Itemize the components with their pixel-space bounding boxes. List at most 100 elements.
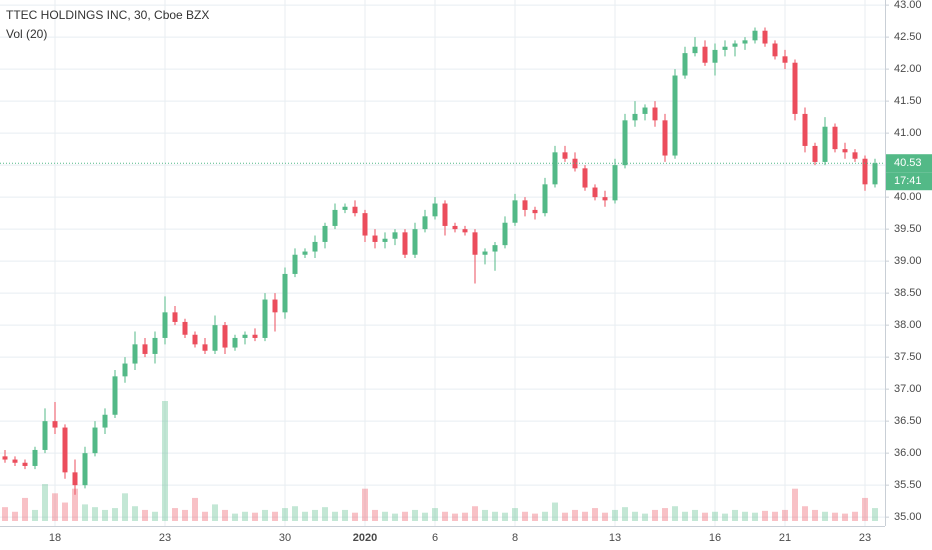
candle-body xyxy=(862,158,868,185)
candle-body xyxy=(322,225,328,242)
candle-body xyxy=(632,113,638,121)
candle-body xyxy=(762,30,768,44)
candle-body xyxy=(352,206,358,214)
volume-bar xyxy=(642,513,648,521)
candle-body xyxy=(342,206,348,210)
volume-bar xyxy=(282,508,288,521)
volume-bar xyxy=(112,508,118,521)
candle-body xyxy=(262,299,268,338)
candle-body xyxy=(42,421,48,450)
y-tick-label: 40.00 xyxy=(894,191,922,203)
volume-bar xyxy=(342,509,348,521)
volume-bar xyxy=(762,510,768,521)
y-tick-label: 36.50 xyxy=(894,415,922,427)
volume-bar xyxy=(122,493,128,521)
volume-bar xyxy=(132,506,138,521)
candle-body xyxy=(492,245,498,252)
candle-body xyxy=(52,421,58,428)
candle-body xyxy=(612,165,618,201)
volume-bar xyxy=(12,511,18,521)
candle-body xyxy=(312,241,318,252)
candle-body xyxy=(382,238,388,242)
candle-body xyxy=(602,197,608,201)
x-tick-label: 30 xyxy=(279,532,291,544)
volume-bar xyxy=(272,511,278,521)
y-tick-label: 43.00 xyxy=(894,0,922,11)
volume-bar xyxy=(512,508,518,521)
volume-bar xyxy=(192,497,198,521)
candle-body xyxy=(802,113,808,146)
volume-bar xyxy=(162,401,168,521)
y-tick-label: 37.50 xyxy=(894,351,922,363)
volume-bar xyxy=(242,511,248,521)
candle-body xyxy=(652,107,658,121)
candle-body xyxy=(72,472,78,486)
volume-bar xyxy=(202,511,208,521)
y-tick-label: 41.50 xyxy=(894,95,922,107)
volume-bar xyxy=(472,506,478,521)
last-price-box xyxy=(886,154,932,173)
candle-body xyxy=(172,312,178,322)
volume-bar xyxy=(772,511,778,521)
candle-body xyxy=(232,337,238,348)
volume-bar xyxy=(802,506,808,521)
y-tick-label: 41.00 xyxy=(894,127,922,139)
candle-body xyxy=(742,40,748,44)
volume-bar xyxy=(672,506,678,521)
y-tick-label: 38.00 xyxy=(894,319,922,331)
volume-bar xyxy=(72,488,78,521)
volume-bar xyxy=(852,511,858,521)
candle-body xyxy=(132,344,138,364)
candle-body xyxy=(332,209,338,226)
volume-bar xyxy=(212,504,218,521)
chart-title: TTEC HOLDINGS INC, 30, Cboe BZX xyxy=(6,8,209,22)
candle-body xyxy=(732,43,738,47)
volume-bar xyxy=(222,509,228,521)
volume-bar xyxy=(492,511,498,521)
candle-body xyxy=(242,334,248,338)
candle-body xyxy=(22,462,28,466)
candle-body xyxy=(712,49,718,63)
volume-bar xyxy=(172,508,178,521)
volume-bar xyxy=(522,511,528,521)
candle-body xyxy=(302,251,308,255)
volume-bar xyxy=(142,509,148,521)
candle-body xyxy=(582,168,588,188)
candle-body xyxy=(682,53,688,76)
candle-body xyxy=(472,232,478,255)
candle-body xyxy=(482,251,488,255)
candle-body xyxy=(792,62,798,114)
volume-bar xyxy=(422,512,428,521)
candle-body xyxy=(92,427,98,454)
volume-bar xyxy=(842,513,848,521)
volume-bar xyxy=(402,511,408,521)
y-tick-label: 42.50 xyxy=(894,31,922,43)
y-tick-label: 38.50 xyxy=(894,287,922,299)
candle-body xyxy=(542,184,548,214)
last-price-label: 40.53 xyxy=(894,157,922,169)
volume-bar xyxy=(732,509,738,521)
volume-bar xyxy=(552,502,558,521)
volume-bar xyxy=(152,511,158,521)
candle-body xyxy=(852,152,858,159)
y-tick-label: 35.50 xyxy=(894,479,922,491)
volume-bar xyxy=(292,506,298,521)
candle-body xyxy=(562,152,568,159)
candle-body xyxy=(452,225,458,230)
volume-bar xyxy=(382,511,388,521)
volume-bar xyxy=(562,512,568,521)
volume-bar xyxy=(662,508,668,521)
volume-bar xyxy=(262,509,268,521)
y-tick-label: 39.50 xyxy=(894,223,922,235)
candle-body xyxy=(842,149,848,153)
volume-bar xyxy=(692,509,698,521)
candle-body xyxy=(152,337,158,354)
volume-bar xyxy=(812,509,818,521)
volume-bar xyxy=(602,512,608,521)
volume-bar xyxy=(392,513,398,521)
candle-body xyxy=(692,46,698,54)
candle-body xyxy=(142,344,148,354)
x-tick-label: 23 xyxy=(159,532,171,544)
volume-bar xyxy=(182,509,188,521)
